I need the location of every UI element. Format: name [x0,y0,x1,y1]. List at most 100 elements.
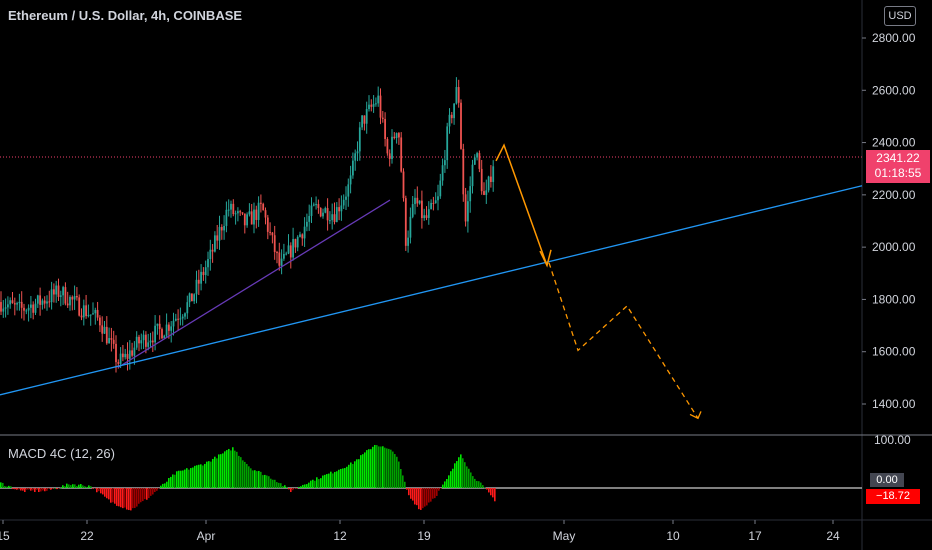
candle-body [156,323,159,326]
macd-bar [14,488,16,490]
macd-bar [86,486,88,488]
macd-bar [46,488,48,491]
candle-body [30,304,32,308]
candle-body [82,305,85,318]
candle-body [117,362,120,364]
macd-zero-label: 0.00 [870,473,904,487]
macd-bar [484,487,486,489]
candle-body [85,305,87,317]
candle-body [381,117,384,119]
macd-bar [250,468,252,488]
candle-body [168,324,170,331]
macd-bar [230,450,232,488]
macd-bar [466,466,468,488]
candle-body [287,245,290,254]
macd-bar [182,470,184,488]
macd-bar [370,449,372,488]
macd-bar [172,474,174,488]
candle-body [174,318,177,321]
candle-body [457,87,460,103]
candle-body [411,204,414,217]
macd-bar [316,477,318,488]
time-axis: 15 22 Apr 12 19 May 10 17 24 [0,520,840,543]
macd-bar [340,468,342,488]
macd-bar [474,478,476,488]
macd-indicator-label[interactable]: MACD 4C (12, 26) [8,446,115,461]
candle-body [20,301,23,308]
macd-bar [290,488,292,493]
macd-bar [288,488,290,490]
macd-bar [400,469,402,488]
candle-body [34,303,37,313]
price-tick-label: 2400.00 [872,136,916,150]
candle-body [331,214,334,221]
candle-body [393,136,396,138]
macd-bar [310,480,312,488]
macd-bar [146,488,148,500]
macd-bar [282,486,284,488]
macd-bar [178,470,180,488]
candle-body [89,314,92,316]
macd-bar [386,448,388,488]
candle-body [462,148,465,195]
macd-bar [0,482,2,488]
time-tick-label: 15 [0,529,10,543]
candle-body [260,202,262,204]
candle-body [432,202,435,204]
macd-bar [412,488,414,501]
macd-bar [36,488,38,490]
candle-body [289,245,292,258]
support-trendline[interactable] [117,199,391,368]
macd-bar [2,482,4,488]
macd-bar [426,488,428,506]
candle-body [441,165,444,181]
macd-bar [468,468,470,488]
candle-body [124,353,127,358]
macd-bar [330,471,332,488]
currency-button[interactable]: USD [884,6,916,26]
macd-bar [218,454,220,488]
projection-path-dashed[interactable] [548,262,699,419]
candle-body [207,259,209,268]
macd-bar [460,454,462,488]
macd-bar [72,484,74,488]
price-tick-label: 1400.00 [872,397,916,411]
candle-body [57,285,60,297]
macd-bar [168,478,170,488]
candle-body [43,300,46,304]
macd-bar [144,488,146,500]
macd-bar [344,468,346,488]
macd-bar [448,475,450,488]
candle-body [73,295,76,300]
macd-bar [108,488,110,500]
candle-body [126,353,129,359]
macd-bar [398,461,400,488]
macd-bar [40,488,42,492]
macd-bar [136,488,138,507]
macd-bar [88,485,90,488]
macd-bar [80,484,82,488]
macd-bar [392,451,394,488]
macd-bar [304,484,306,488]
candle-body [18,301,21,304]
macd-bar [96,488,98,493]
macd-bar [212,458,214,488]
macd-bar [456,461,458,488]
macd-bar [394,454,396,488]
projection-path-solid[interactable] [495,143,548,266]
macd-bar [454,463,456,488]
candle-body [140,340,143,344]
candle-body [280,258,283,266]
candle-body [177,318,179,320]
candle-body [234,213,237,215]
macd-bar [486,488,488,490]
macd-bar [220,454,222,488]
macd-bar [410,488,412,499]
candle-body [195,279,198,295]
macd-bar [440,488,442,489]
long-trendline[interactable] [0,185,863,396]
macd-bar [248,466,250,488]
macd-bar [232,447,234,488]
macd-bar [124,488,126,508]
